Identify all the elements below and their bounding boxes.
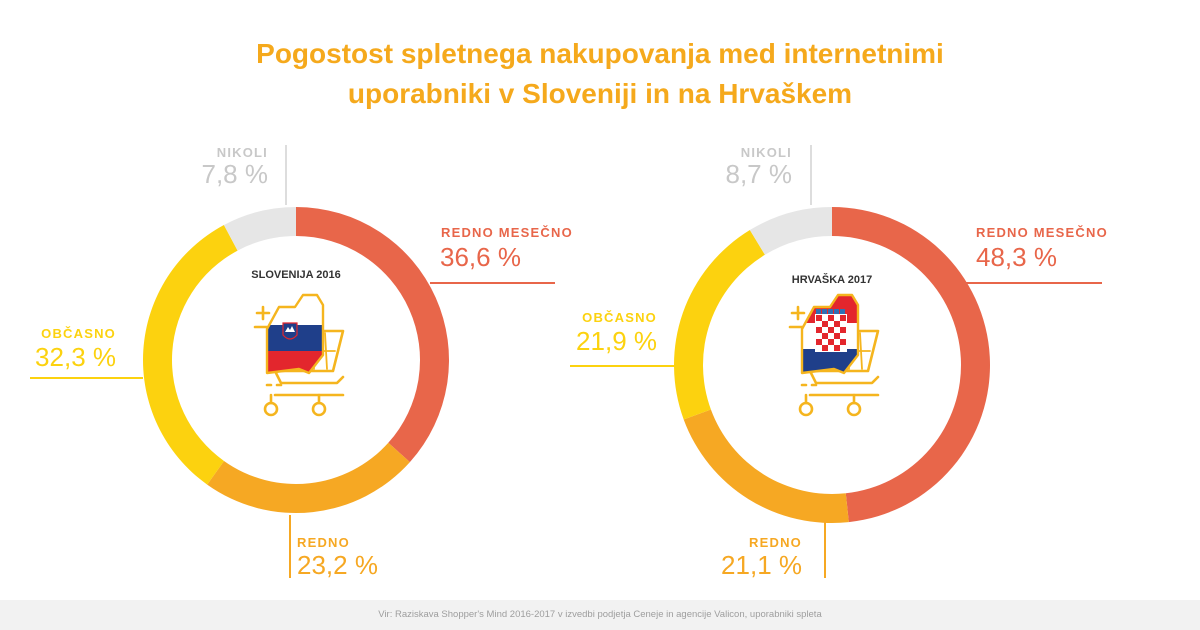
legend-label-redno: REDNO <box>297 535 350 550</box>
title-line-1: Pogostost spletnega nakupovanja med inte… <box>256 38 944 69</box>
shield-square <box>822 321 828 327</box>
slovenia-flag-icon <box>265 293 325 375</box>
legend-label-obcasno: OBČASNO <box>41 326 116 341</box>
shield-square <box>816 339 822 345</box>
legend-label-obcasno: OBČASNO <box>582 310 657 325</box>
cart-frame-icon <box>273 369 345 397</box>
legend-label-redno-mesecno: REDNO MESEČNO <box>976 225 1108 240</box>
shield-square <box>828 327 834 333</box>
data-label-redno-mesecno: 36,6 % <box>440 242 521 272</box>
slovenia-donut: SLOVENIJA 2016 REDNO MESEČNO 36,6 % REDNO23… <box>30 145 573 580</box>
shield-crown-block <box>828 309 833 314</box>
data-label-redno: 21,1 % <box>721 550 802 580</box>
legend-label-nikoli: NIKOLI <box>217 145 268 160</box>
flag-outline <box>265 293 325 375</box>
slice-nikoli <box>749 207 832 255</box>
slice-obcasno <box>142 225 238 485</box>
shield-square <box>816 327 822 333</box>
shield-square <box>828 315 834 321</box>
cart-axle-icon <box>804 393 856 405</box>
source-footer: Vir: Raziskava Shopper's Mind 2016-2017 … <box>0 600 1200 630</box>
shield-crown-block <box>816 309 821 314</box>
slice-redno-mesecno <box>296 207 450 463</box>
plus-icon <box>255 305 271 321</box>
slice-obcasno <box>674 230 765 420</box>
shield-square <box>840 327 846 333</box>
shield-square <box>834 321 840 327</box>
slice-redno <box>207 442 410 513</box>
legend-label-redno: REDNO <box>749 535 802 550</box>
shield-square <box>834 345 840 351</box>
cart-wheel-icon <box>311 401 327 417</box>
donut-center-title: HRVAŠKA 2017 <box>792 273 873 286</box>
shield-crown-block <box>822 309 827 314</box>
shield-square <box>822 345 828 351</box>
cart-wheel-icon <box>846 401 862 417</box>
croatia-flag-icon <box>800 293 860 375</box>
legend-label-nikoli: NIKOLI <box>741 145 792 160</box>
shield-square <box>828 339 834 345</box>
chart-title: Pogostost spletnega nakupovanja med inte… <box>0 34 1200 114</box>
cart-axle-icon <box>269 393 321 405</box>
title-line-2: uporabniki v Sloveniji in na Hrvaškem <box>347 78 853 109</box>
data-label-obcasno: 32,3 % <box>35 342 116 372</box>
shield-square <box>834 333 840 339</box>
shield-square <box>840 339 846 345</box>
slice-redno <box>683 409 849 523</box>
flag-red-stripe <box>267 351 323 373</box>
cart-frame-icon <box>808 369 880 397</box>
plus-icon <box>790 305 806 321</box>
shield-square <box>840 315 846 321</box>
data-label-nikoli: 7,8 % <box>202 159 269 189</box>
data-label-obcasno: 21,9 % <box>576 326 657 356</box>
slice-redno-mesecno <box>832 207 991 523</box>
data-label-redno: 23,2 % <box>297 550 378 580</box>
shield-square <box>816 315 822 321</box>
shield-crown-block <box>840 309 845 314</box>
data-label-redno-mesecno: 48,3 % <box>976 242 1057 272</box>
triglav-icon <box>285 326 295 332</box>
shield-crown-block <box>834 309 839 314</box>
slice-nikoli <box>223 207 296 251</box>
data-label-nikoli: 8,7 % <box>726 159 793 189</box>
cart-wheel-icon <box>263 401 279 417</box>
croatia-donut: HRVAŠKA 2017 REDNO MESEČNO 48,3 % REDNO21,1… <box>570 145 1108 580</box>
legend-label-redno-mesecno: REDNO MESEČNO <box>441 225 573 240</box>
cart-wheel-icon <box>798 401 814 417</box>
shield-square <box>822 333 828 339</box>
donut-center-title: SLOVENIJA 2016 <box>251 269 340 281</box>
flag-outline <box>800 293 860 375</box>
